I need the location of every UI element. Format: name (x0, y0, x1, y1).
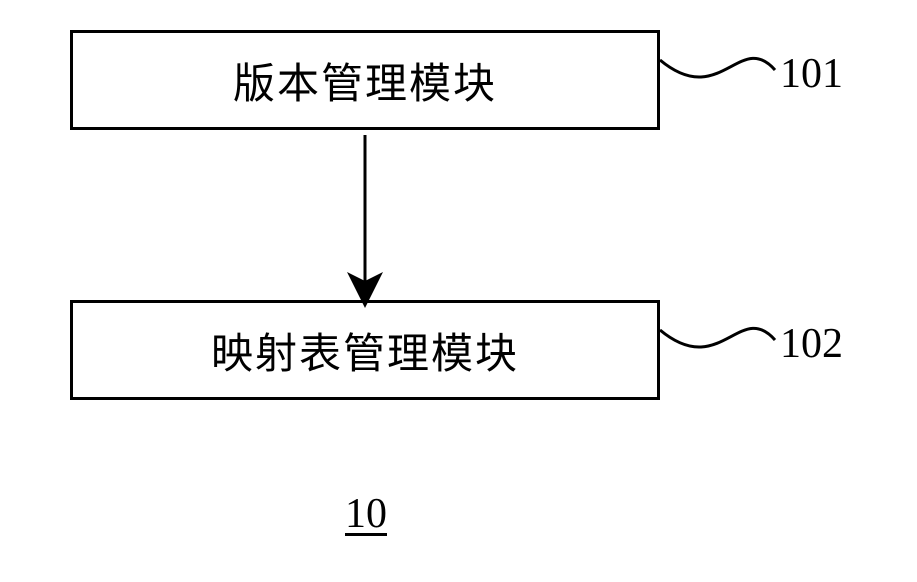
node-ref-101: 101 (780, 50, 843, 98)
diagram-canvas: 版本管理模块 101 映射表管理模块 102 10 (0, 0, 917, 582)
node-version-management: 版本管理模块 (70, 30, 660, 130)
node-label: 映射表管理模块 (211, 320, 519, 381)
leader-line-102 (660, 328, 775, 347)
node-ref-102: 102 (780, 320, 843, 368)
leader-line-101 (660, 58, 775, 77)
node-label: 版本管理模块 (233, 50, 497, 111)
node-mapping-table-management: 映射表管理模块 (70, 300, 660, 400)
figure-number: 10 (345, 490, 387, 538)
